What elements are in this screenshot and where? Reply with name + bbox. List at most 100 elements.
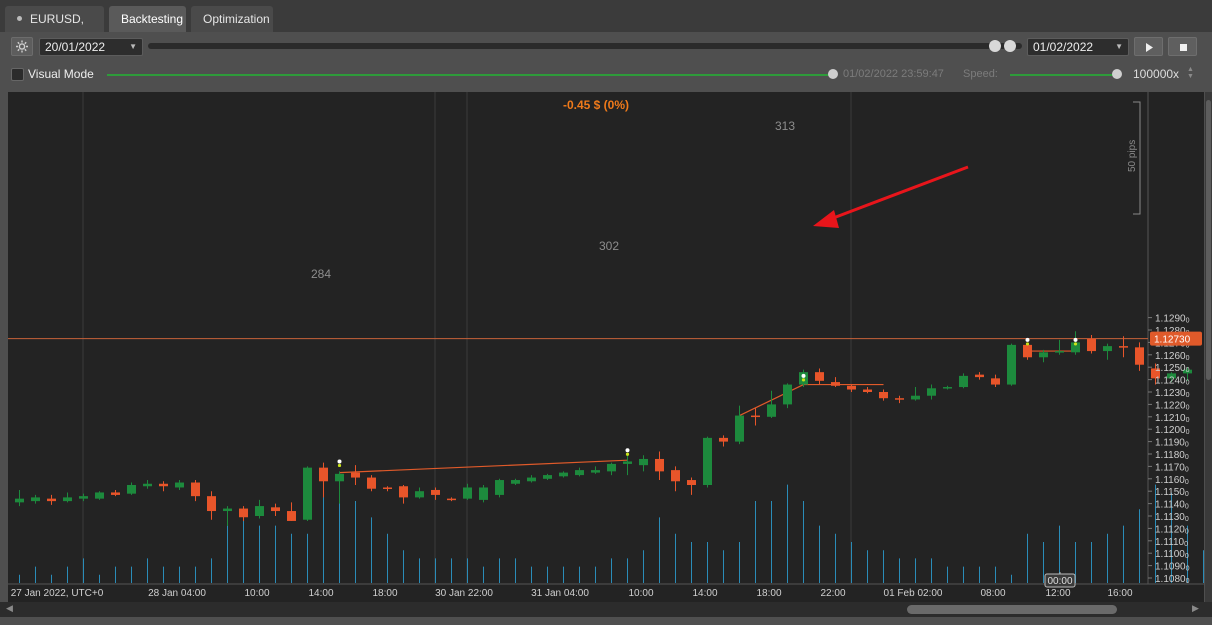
candle-body — [895, 398, 904, 400]
time-tick-label: 22:00 — [820, 588, 845, 599]
settings-button[interactable] — [11, 37, 33, 56]
candle-body — [767, 404, 776, 417]
candle-body — [175, 482, 184, 488]
scroll-left-icon[interactable]: ◀ — [6, 603, 13, 613]
price-tick-label: 1.10900 — [1155, 562, 1190, 573]
candle-body — [383, 487, 392, 489]
tab-optimization[interactable]: Optimization — [191, 6, 273, 32]
candle-body — [287, 511, 296, 521]
scroll-right-icon[interactable]: ▶ — [1192, 603, 1199, 613]
range-start-knob[interactable] — [989, 40, 1001, 52]
stop-icon — [1180, 44, 1187, 51]
tab-symbol[interactable]: EURUSD, h1 — [5, 6, 104, 52]
price-tick-label: 1.12400 — [1155, 376, 1190, 387]
candle-body — [911, 395, 920, 400]
visual-mode-checkbox[interactable] — [11, 68, 24, 81]
time-tick-label: 16:00 — [1107, 588, 1132, 599]
candle-body — [1183, 369, 1192, 374]
candle-body — [687, 480, 696, 485]
gear-icon — [16, 40, 28, 53]
price-tick-label: 1.12000 — [1155, 425, 1190, 436]
end-date-select[interactable]: 01/02/2022 ▼ — [1027, 38, 1129, 56]
candle-body — [351, 472, 360, 478]
candle-body — [15, 498, 24, 503]
candle-body — [1167, 373, 1176, 379]
trade-marker-dot — [1073, 342, 1078, 346]
candle-body — [671, 470, 680, 482]
vertical-scroll-thumb[interactable] — [1206, 100, 1211, 380]
caret-down-icon: ▼ — [1115, 42, 1123, 51]
tab-backtesting[interactable]: Backtesting — [109, 6, 186, 32]
candle-body — [991, 378, 1000, 385]
candle-body — [655, 458, 664, 472]
time-tick-label: 14:00 — [308, 588, 333, 599]
candle-body — [943, 387, 952, 389]
tab-optimization-label: Optimization — [203, 12, 270, 26]
pips-bracket — [1133, 101, 1141, 215]
price-tick-label: 1.12600 — [1155, 351, 1190, 362]
horizontal-scroll-thumb[interactable] — [907, 605, 1117, 614]
range-end-knob[interactable] — [1004, 40, 1016, 52]
candle-body — [95, 492, 104, 499]
price-tick-label: 1.11900 — [1155, 438, 1189, 449]
price-tick-label: 1.11600 — [1155, 475, 1189, 486]
candle-body — [431, 489, 440, 495]
candle-body — [1071, 342, 1080, 353]
annotation-arrow-head — [813, 210, 839, 228]
candle-body — [335, 473, 344, 482]
time-tick-label: 01 Feb 02:00 — [884, 588, 943, 599]
trade-count-label: 302 — [599, 239, 619, 253]
price-tick-label: 1.11700 — [1155, 462, 1189, 473]
price-tick-label: 1.12500 — [1155, 363, 1190, 374]
time-tick-label: 08:00 — [980, 588, 1005, 599]
trade-count-label: 313 — [775, 119, 795, 133]
candle-body — [143, 483, 152, 487]
candle-body — [1119, 346, 1128, 348]
tab-bar: EURUSD, h1 Backtesting Optimization — [0, 0, 1212, 52]
stop-button[interactable] — [1168, 37, 1197, 56]
candle-body — [447, 498, 456, 501]
time-tick-label: 10:00 — [628, 588, 653, 599]
candle-body — [207, 496, 216, 512]
candle-body — [1039, 352, 1048, 358]
pips-label: 50 pips — [1127, 140, 1138, 172]
time-tick-label: 30 Jan 22:00 — [435, 588, 493, 599]
trade-marker-dot — [1073, 337, 1078, 342]
candle-body — [735, 415, 744, 442]
price-tick-label: 1.12900 — [1155, 314, 1190, 325]
candle-body — [639, 458, 648, 466]
candle-body — [1103, 346, 1112, 352]
price-tick-label: 1.10800 — [1155, 574, 1190, 585]
candle-body — [543, 475, 552, 479]
time-tick-label: 18:00 — [372, 588, 397, 599]
candle-body — [863, 389, 872, 392]
candle-body — [511, 480, 520, 484]
speed-label: Speed: — [963, 68, 998, 80]
crosshair-time-label: 00:00 — [1047, 576, 1072, 587]
start-date-select[interactable]: 20/01/2022 ▼ — [39, 38, 143, 56]
trade-marker-dot — [1025, 337, 1030, 342]
speed-knob[interactable] — [1112, 69, 1122, 79]
date-range-track[interactable] — [148, 43, 1022, 49]
trade-marker-dot — [801, 378, 806, 382]
trade-marker-dot — [801, 373, 806, 378]
candle-body — [495, 480, 504, 495]
candle-body — [1007, 344, 1016, 385]
start-date-value: 20/01/2022 — [45, 40, 106, 54]
speed-track — [1010, 74, 1118, 76]
speed-spinner[interactable]: ▲ ▼ — [1187, 66, 1194, 80]
price-chart[interactable]: 1.10800 1.10900 1.11000 1.11100 1.11200 1.113… — [8, 92, 1204, 602]
play-button[interactable] — [1134, 37, 1163, 56]
candle-body — [559, 472, 568, 477]
candle-body — [831, 382, 840, 386]
progress-knob[interactable] — [828, 69, 838, 79]
candle-body — [879, 392, 888, 399]
candle-body — [927, 388, 936, 396]
visual-mode-label: Visual Mode — [28, 67, 94, 81]
time-tick-label: 18:00 — [756, 588, 781, 599]
trade-marker-dot — [625, 452, 630, 456]
time-tick-label: 31 Jan 04:00 — [531, 588, 589, 599]
progress-track — [107, 74, 832, 76]
candle-body — [1087, 338, 1096, 352]
